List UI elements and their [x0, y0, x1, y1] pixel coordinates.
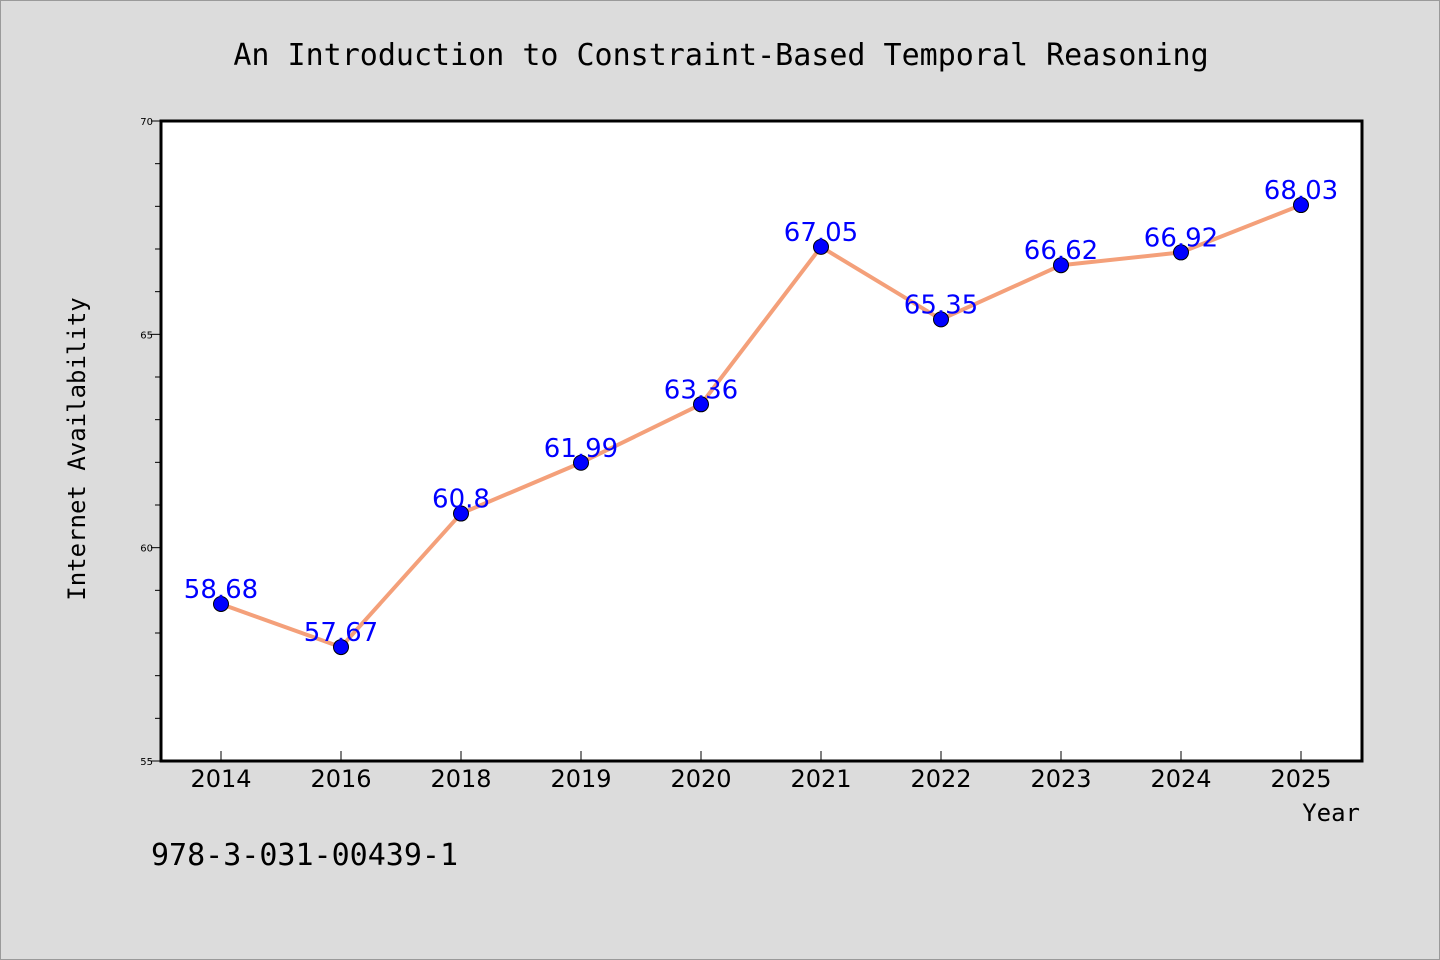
data-point — [933, 311, 949, 328]
y-tick-label: 60 — [140, 544, 153, 555]
x-tick-label: 2024 — [1150, 765, 1211, 793]
data-label: 66.92 — [1144, 223, 1218, 253]
y-axis: 55 60 65 70 — [140, 117, 161, 768]
data-label: 66.62 — [1024, 236, 1098, 266]
y-tick-label: 65 — [140, 330, 153, 341]
x-tick-label: 2021 — [790, 765, 851, 793]
data-label: 61.99 — [544, 434, 618, 464]
x-tick-label: 2020 — [670, 765, 731, 793]
data-point — [693, 396, 709, 413]
y-tick-label: 70 — [140, 117, 153, 128]
plot-area — [159, 119, 1364, 763]
x-tick-label: 2014 — [190, 765, 251, 793]
x-axis-label: Year — [1302, 799, 1360, 827]
data-point — [213, 595, 229, 612]
data-label: 57.67 — [304, 618, 378, 648]
data-label: 60.8 — [432, 485, 490, 515]
data-point — [453, 505, 469, 522]
data-point — [1053, 257, 1069, 274]
data-point — [813, 238, 829, 255]
data-label: 67.05 — [784, 218, 858, 248]
x-tick-label: 2019 — [550, 765, 611, 793]
x-axis: 2014 2016 2018 2019 2020 2021 2022 2023 2024 2025 — [190, 751, 1332, 793]
data-label: 58.68 — [184, 575, 258, 605]
data-label: 68.03 — [1264, 176, 1338, 206]
data-point — [573, 454, 589, 471]
data-point — [1293, 197, 1309, 214]
chart-title: An Introduction to Constraint-Based Temp… — [233, 38, 1208, 73]
y-tick-label: 55 — [140, 757, 153, 768]
x-tick-label: 2018 — [430, 765, 491, 793]
data-label: 63.36 — [664, 375, 738, 405]
data-label: 65.35 — [904, 290, 978, 320]
x-tick-label: 2022 — [910, 765, 971, 793]
x-tick-label: 2016 — [310, 765, 371, 793]
series-group: 58.68 57.67 60.8 61.99 63.36 67.05 65.35 66.62 6… — [184, 176, 1338, 656]
data-point — [333, 639, 349, 656]
y-axis-label: Internet Availability — [63, 297, 91, 600]
series-line — [219, 203, 1303, 650]
x-tick-label: 2023 — [1030, 765, 1091, 793]
isbn-footer: 978-3-031-00439-1 — [151, 838, 458, 873]
data-point — [1173, 244, 1189, 261]
x-tick-label: 2025 — [1270, 765, 1331, 793]
